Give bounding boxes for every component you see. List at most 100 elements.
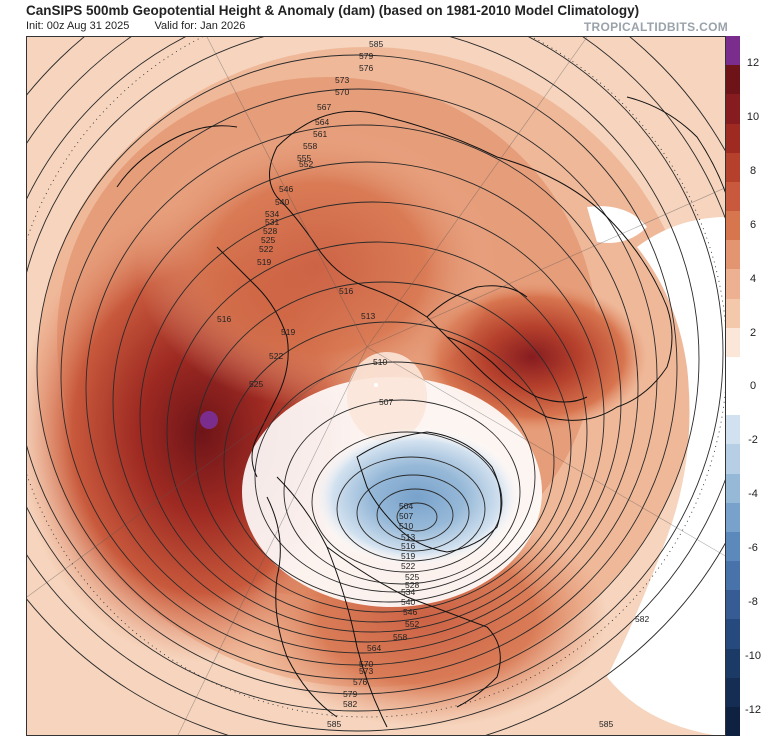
colorbar-tick-label: -12 [745, 704, 761, 716]
contour-label: 579 [359, 51, 373, 61]
contour-label: 576 [359, 63, 373, 73]
colorbar-segment [726, 677, 740, 708]
colorbar-segment [726, 473, 740, 504]
map-title: CanSIPS 500mb Geopotential Height & Anom… [26, 3, 640, 18]
coastlines [116, 96, 725, 728]
contour-label: 579 [343, 689, 357, 699]
valid-time: Valid for: Jan 2026 [154, 20, 246, 32]
colorbar-segment [726, 619, 740, 649]
map-grid [27, 37, 725, 735]
header: CanSIPS 500mb Geopotential Height & Anom… [26, 0, 764, 36]
contour-label: 528 [263, 226, 277, 236]
colorbar-tick-label: -2 [748, 434, 758, 446]
contour-label: 516 [217, 314, 231, 324]
colorbar-tick-label: 2 [749, 327, 757, 339]
brand-watermark: TROPICALTIDBITS.COM [583, 20, 728, 34]
colorbar-tick-label: 10 [746, 111, 760, 123]
colorbar-segment [726, 36, 740, 66]
colorbar: 12 10 8 6 4 2 0 -2 -4 -6 -8 -10 -12 [726, 36, 764, 737]
contour-label: 582 [343, 699, 357, 709]
contour-label: 558 [303, 141, 317, 151]
contour-label: 585 [327, 719, 341, 729]
colorbar-tick-label: -4 [748, 488, 758, 500]
contour-label: 552 [299, 159, 313, 169]
map-canvas: 5855795765735705675645615585555525465405… [27, 37, 725, 735]
contour-label: 528 [405, 580, 419, 590]
subtitle-row: Init: 00z Aug 31 2025 Valid for: Jan 202… [26, 20, 267, 32]
contour-label: 519 [401, 551, 415, 561]
contour-label: 525 [405, 572, 419, 582]
colorbar-tick-label: 8 [749, 165, 757, 177]
colorbar-segment [726, 415, 740, 445]
colorbar-segment [726, 65, 740, 95]
contour-label: 564 [367, 643, 381, 653]
colorbar-segment [726, 356, 740, 387]
colorbar-segment [726, 590, 740, 620]
contour-label: 567 [317, 102, 331, 112]
colorbar-segment [726, 502, 740, 533]
contour-label: 513 [361, 311, 375, 321]
colorbar-tick-label: 0 [749, 380, 757, 392]
contour-label: 504 [399, 501, 413, 511]
colorbar-segment [726, 211, 740, 241]
colorbar-segment [726, 327, 740, 358]
colorbar-segment [726, 561, 740, 591]
colorbar-segment [726, 706, 740, 737]
contour-label: 513 [401, 532, 415, 542]
init-time: Init: 00z Aug 31 2025 [26, 20, 130, 32]
colorbar-segment [726, 531, 740, 562]
colorbar-tick-label: 4 [749, 273, 757, 285]
contour-label: 585 [599, 719, 613, 729]
contour-label: 510 [373, 357, 387, 367]
contour-label: 507 [379, 397, 393, 407]
colorbar-segment [726, 123, 740, 154]
contour-label: 564 [315, 117, 329, 127]
contour-label: 516 [339, 286, 353, 296]
contour-label: 546 [403, 607, 417, 617]
contour-label: 522 [259, 244, 273, 254]
contour-label: 522 [401, 561, 415, 571]
colorbar-segment [726, 648, 740, 679]
contour-label: 576 [353, 677, 367, 687]
colorbar-tick-label: -8 [748, 596, 758, 608]
contour-label: 525 [261, 235, 275, 245]
contour-label: 507 [399, 511, 413, 521]
colorbar-segment [726, 94, 740, 124]
contour-label: 585 [369, 39, 383, 49]
colorbar-segment [726, 386, 740, 416]
contour-label: 561 [313, 129, 327, 139]
contour-label: 522 [269, 351, 283, 361]
contour-label: 534 [401, 587, 415, 597]
colorbar-segment [726, 269, 740, 299]
pole-marker [374, 383, 378, 387]
contour-label: 573 [335, 75, 349, 85]
contour-label: 540 [275, 197, 289, 207]
contour-label: 570 [359, 659, 373, 669]
colorbar-tick-label: 12 [746, 57, 760, 69]
contour-label: 540 [401, 597, 415, 607]
contour-label: 552 [405, 619, 419, 629]
colorbar-tick-label: -6 [748, 542, 758, 554]
contour-label: 525 [249, 379, 263, 389]
contour-label: 510 [399, 521, 413, 531]
colorbar-tick-label: 6 [749, 219, 757, 231]
contour-label: 570 [335, 87, 349, 97]
contour-label: 546 [279, 184, 293, 194]
contour-label: 534 [265, 209, 279, 219]
contour-label: 531 [265, 217, 279, 227]
map-panel: 585 579 576 573 570 567 564 561 558 555 552 546 540 5… [26, 36, 726, 736]
contour-label: 519 [257, 257, 271, 267]
colorbar-tick-label: -10 [745, 650, 761, 662]
colorbar-segment [726, 152, 740, 183]
height-contours [27, 37, 725, 735]
colorbar-segment [726, 298, 740, 329]
contour-label: 558 [393, 632, 407, 642]
colorbar-segment [726, 240, 740, 270]
contour-label: 582 [635, 614, 649, 624]
contour-label: 573 [359, 666, 373, 676]
contour-label: 555 [297, 153, 311, 163]
latitude-dots [27, 37, 725, 718]
contour-label: 516 [401, 541, 415, 551]
contour-labels: 5855795765735705675645615585555525465405… [217, 39, 649, 729]
colorbar-segment [726, 181, 740, 212]
